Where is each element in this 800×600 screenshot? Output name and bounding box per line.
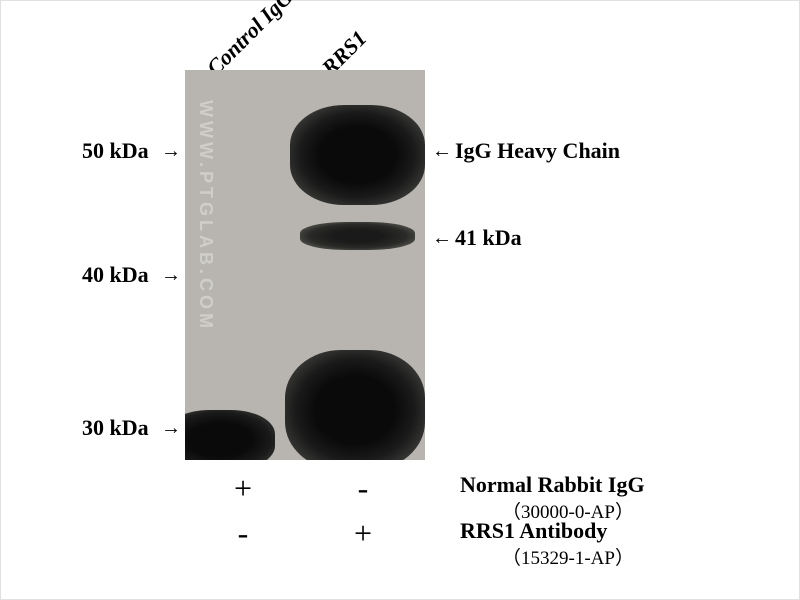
lane-label-control: Control IgG xyxy=(202,0,299,81)
arrow-40kda: → xyxy=(161,264,181,287)
arrow-igg-heavy: ← xyxy=(432,140,452,163)
arrow-50kda: → xyxy=(161,140,181,163)
marker-30kda: 30 kDa xyxy=(82,415,149,441)
band-bottom-right xyxy=(285,350,425,460)
arrow-41kda: ← xyxy=(432,227,452,250)
arrow-30kda: → xyxy=(161,417,181,440)
plusminus-row1-col2: - xyxy=(348,470,378,507)
marker-50kda: 50 kDa xyxy=(82,138,149,164)
plusminus-row1-col1: + xyxy=(228,470,258,507)
label-41kda: 41 kDa xyxy=(455,225,522,251)
band-bottom-left xyxy=(185,410,275,460)
plusminus-row2-col1: - xyxy=(228,515,258,552)
marker-40kda: 40 kDa xyxy=(82,262,149,288)
legend-rrs1-antibody: RRS1 Antibody xyxy=(460,518,607,544)
watermark-text: WWW.PTGLAB.COM xyxy=(195,100,216,332)
band-igg-heavy-chain xyxy=(290,105,425,205)
western-blot-image xyxy=(185,70,425,460)
legend-rrs1-antibody-code: （15329-1-AP） xyxy=(502,543,634,570)
legend-normal-rabbit-igg: Normal Rabbit IgG xyxy=(460,472,645,498)
band-41kda xyxy=(300,222,415,250)
label-igg-heavy-chain: IgG Heavy Chain xyxy=(455,138,620,164)
plusminus-row2-col2: + xyxy=(348,515,378,552)
